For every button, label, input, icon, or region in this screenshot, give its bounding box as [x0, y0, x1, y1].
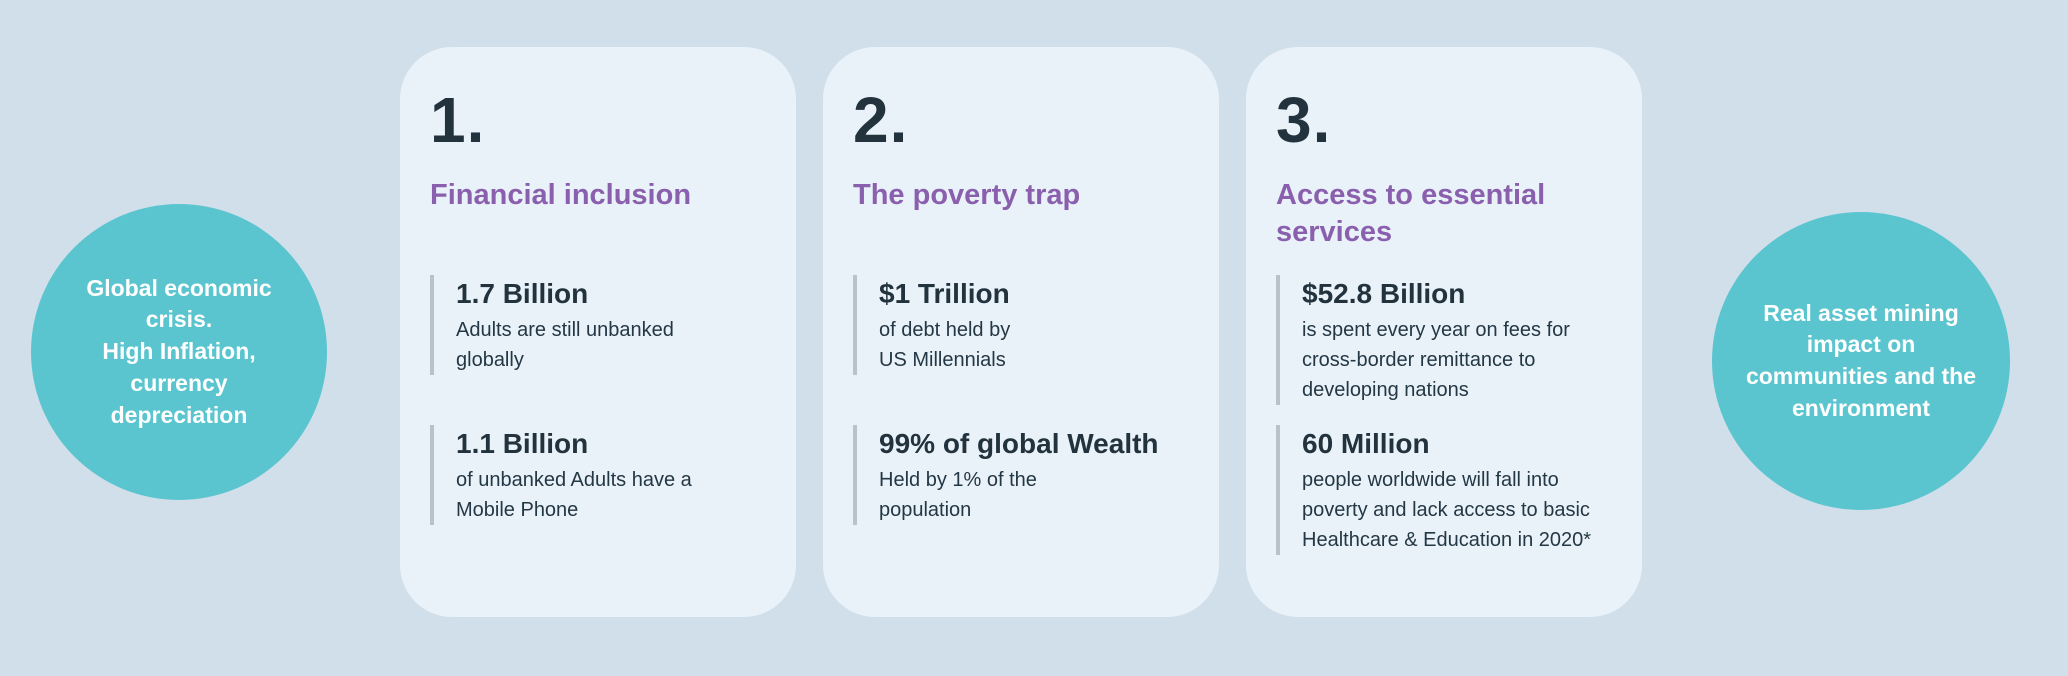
card-number: 2.: [853, 84, 909, 156]
stat-description: Adults are still unbanked globally: [456, 319, 674, 372]
card-heading: Financial inclusion: [430, 179, 692, 212]
stat-description: is spent every year on fees for cross-bo…: [1302, 319, 1570, 402]
card-heading: The poverty trap: [853, 179, 1081, 212]
stat-mobile-phone: 1.1 Billion of unbanked Adults have a Mo…: [430, 425, 776, 526]
stat-millennial-debt: $1 Trillion of debt held by US Millennia…: [853, 275, 1199, 376]
global-crisis-text: Global economic crisis. High Inflation, …: [86, 274, 272, 428]
stat-value: $1 Trillion: [879, 278, 1010, 310]
stat-slot: $1 Trillion of debt held by US Millennia…: [853, 275, 1199, 425]
card-number: 1.: [430, 84, 486, 156]
stat-value: 99% of global Wealth: [879, 428, 1159, 460]
card-financial-inclusion: 1. Financial inclusion 1.7 Billion Adult…: [400, 47, 796, 617]
stat-remittance-fees: $52.8 Billion is spent every year on fee…: [1276, 275, 1622, 406]
stat-value: 1.1 Billion: [456, 428, 589, 460]
stat-description: of debt held by US Millennials: [879, 319, 1011, 372]
card-number: 3.: [1276, 84, 1332, 156]
stat-description: of unbanked Adults have a Mobile Phone: [456, 469, 692, 522]
stat-unbanked-adults: 1.7 Billion Adults are still unbanked gl…: [430, 275, 776, 376]
card-poverty-trap: 2. The poverty trap $1 Trillion of debt …: [823, 47, 1219, 617]
stat-value: $52.8 Billion: [1302, 278, 1466, 310]
card-heading: Access to essential services: [1276, 179, 1546, 248]
stat-slot: 1.7 Billion Adults are still unbanked gl…: [430, 275, 776, 425]
stat-poverty-forecast: 60 Million people worldwide will fall in…: [1276, 425, 1622, 556]
mining-impact-text: Real asset mining impact on communities …: [1745, 299, 1977, 421]
stat-value: 1.7 Billion: [456, 278, 589, 310]
stat-description: people worldwide will fall into poverty …: [1302, 469, 1592, 552]
global-crisis-circle: Global economic crisis. High Inflation, …: [31, 204, 327, 500]
stat-description: Held by 1% of the population: [879, 469, 1037, 522]
stat-value: 60 Million: [1302, 428, 1430, 460]
stat-slot: $52.8 Billion is spent every year on fee…: [1276, 275, 1622, 425]
problem-cards-row: 1. Financial inclusion 1.7 Billion Adult…: [400, 47, 1642, 617]
mining-impact-circle: Real asset mining impact on communities …: [1712, 212, 2010, 510]
stat-global-wealth: 99% of global Wealth Held by 1% of the p…: [853, 425, 1199, 526]
card-essential-services: 3. Access to essential services $52.8 Bi…: [1246, 47, 1642, 617]
